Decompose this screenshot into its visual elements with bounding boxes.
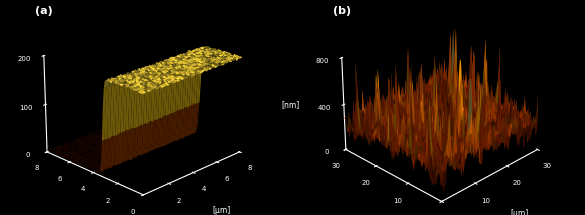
Text: (a): (a) xyxy=(35,6,53,17)
X-axis label: [μm]: [μm] xyxy=(510,209,528,215)
Text: (b): (b) xyxy=(333,6,352,17)
X-axis label: [μm]: [μm] xyxy=(212,206,230,215)
